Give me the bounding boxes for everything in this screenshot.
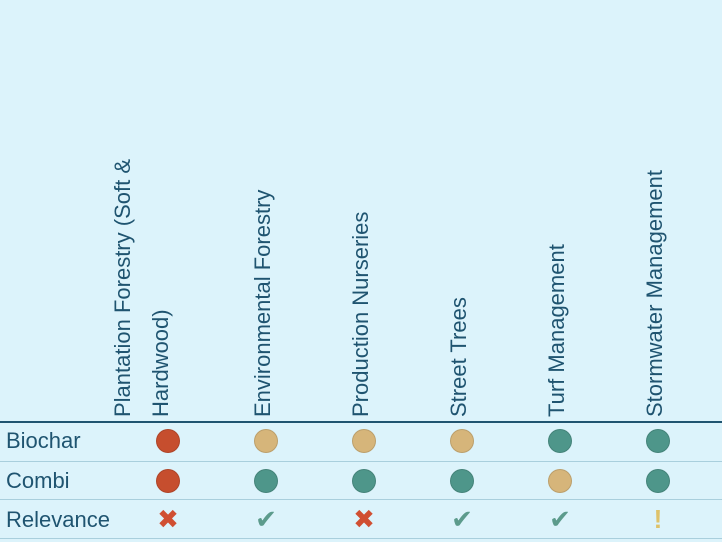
- column-header-line1: Turf Management: [544, 244, 569, 417]
- column-header-line2: Hardwood): [148, 309, 173, 417]
- cross-icon: ✖: [353, 504, 375, 534]
- rating-dot-green: [646, 429, 670, 453]
- rating-dot-green: [646, 469, 670, 493]
- check-icon: ✔: [549, 504, 571, 534]
- rating-dot-green: [254, 469, 278, 493]
- rating-dot-yellow: [548, 469, 572, 493]
- row-label-biochar: Biochar: [6, 428, 81, 453]
- rating-dot-yellow: [450, 429, 474, 453]
- column-header-line1: Production Nurseries: [348, 211, 373, 417]
- row-divider: [0, 461, 722, 462]
- rating-dot-yellow: [254, 429, 278, 453]
- column-header-street-trees: Street Trees: [440, 297, 478, 417]
- column-header-plantation-forestry: Plantation Forestry (Soft & Hardwood): [104, 159, 180, 417]
- row-label-combi: Combi: [6, 468, 70, 493]
- rating-dot-green: [352, 469, 376, 493]
- row-label-relevance: Relevance: [6, 507, 110, 532]
- row-divider: [0, 499, 722, 500]
- rating-dot-red: [156, 469, 180, 493]
- column-header-stormwater-management: Stormwater Management: [636, 170, 674, 417]
- column-header-line1: Environmental Forestry: [250, 189, 275, 417]
- rating-dot-yellow: [352, 429, 376, 453]
- rating-dot-green: [450, 469, 474, 493]
- check-icon: ✔: [255, 504, 277, 534]
- column-header-line1: Stormwater Management: [642, 170, 667, 417]
- column-header-production-nurseries: Production Nurseries: [342, 212, 380, 417]
- column-header-environmental-forestry: Environmental Forestry: [244, 190, 282, 417]
- check-icon: ✔: [451, 504, 473, 534]
- column-header-turf-management: Turf Management: [538, 244, 576, 417]
- cross-icon: ✖: [157, 504, 179, 534]
- exclaim-icon: !: [653, 504, 663, 534]
- column-header-line1: Street Trees: [446, 297, 471, 417]
- rating-dot-red: [156, 429, 180, 453]
- row-divider: [0, 538, 722, 539]
- rating-dot-green: [548, 429, 572, 453]
- column-header-line1: Plantation Forestry (Soft &: [110, 159, 135, 417]
- header-divider: [0, 421, 722, 423]
